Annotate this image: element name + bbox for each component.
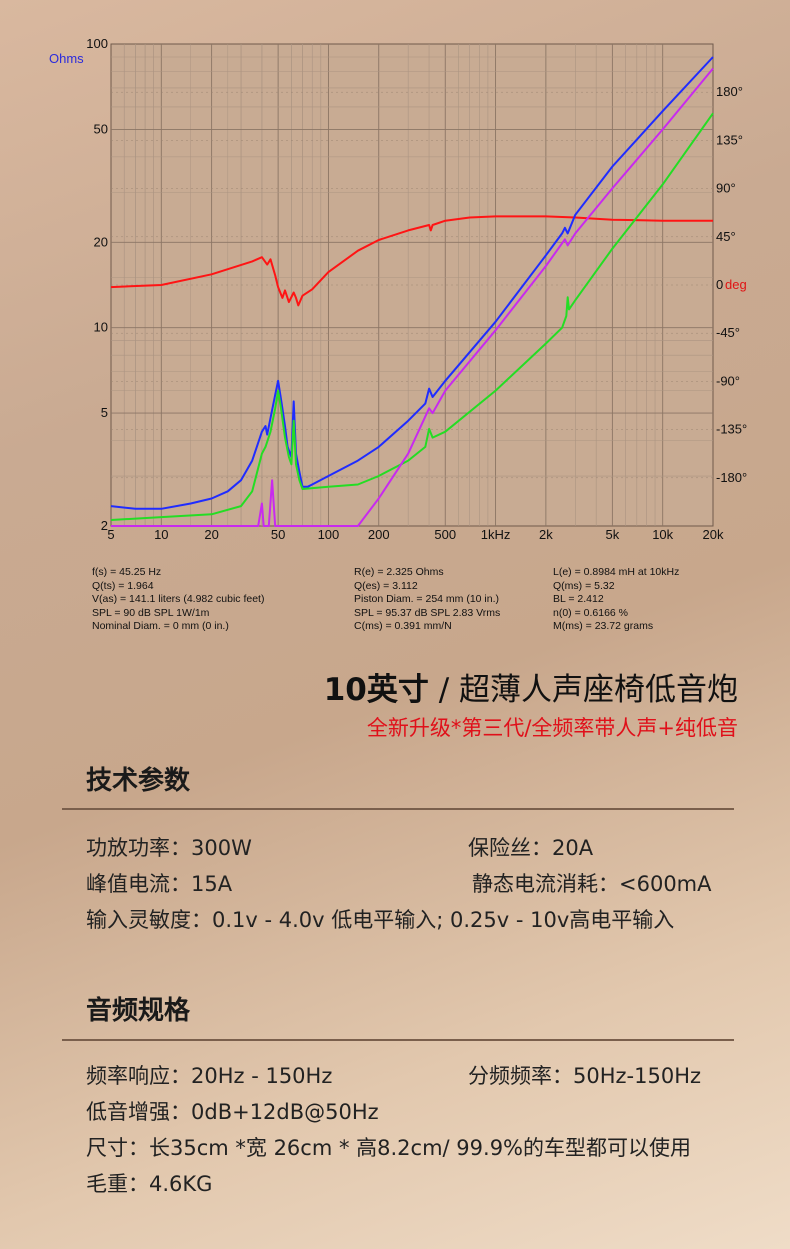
y-left-tick-label: 100	[86, 36, 108, 51]
y-right-tick-label: 135°	[716, 132, 743, 147]
y-right-unit: deg	[725, 277, 747, 292]
spec-fuse: 保险丝：20A	[468, 836, 594, 860]
spec-weight: 毛重：4.6KG	[86, 1172, 213, 1196]
y-left-tick-label: 5	[101, 405, 108, 420]
series-line-3	[110, 112, 714, 521]
spec-static-current: 静态电流消耗：<600mA	[472, 872, 712, 896]
audio-divider	[62, 1039, 734, 1041]
param-mms: M(ms) = 23.72 grams	[553, 620, 654, 632]
param-qms: Q(ms) = 5.32	[553, 579, 615, 592]
chart-svg: 5 10 20 50 100 200 500 1kHz 2k 5k 10k 20k1005020105…	[49, 36, 747, 542]
param-piston-diam: Piston Diam. = 254 mm (10 in.)	[354, 593, 500, 605]
param-cms: C(ms) = 0.391 mm/N	[354, 620, 452, 632]
product-title: 10英寸 / 超薄人声座椅低音炮	[324, 664, 738, 709]
product-title-size: 10英寸	[323, 672, 429, 708]
param-vas: V(as) = 141.1 liters (4.982 cubic feet)	[92, 593, 265, 605]
param-qts: Q(ts) = 1.964	[92, 579, 154, 592]
x-tick-label: 50	[271, 527, 285, 542]
x-tick-label: 2k	[539, 527, 553, 542]
impedance-chart: 5 10 20 50 100 200 500 1kHz 2k 5k 10k 20k 100 50 20 10 5…	[49, 36, 747, 542]
param-bl: BL = 2.412	[553, 593, 604, 605]
x-tick-label: 20	[204, 527, 218, 542]
x-tick-label: 20k	[703, 527, 724, 542]
y-right-tick-label: -45°	[716, 325, 740, 340]
x-tick-label: 500	[434, 527, 456, 542]
y-right-tick-label: -135°	[716, 422, 747, 437]
series-line-4	[111, 67, 714, 527]
params-col-2: R(e) = 2.325 Ohms Q(es) = 3.112 Piston D…	[354, 566, 500, 634]
series-line-2	[110, 56, 714, 510]
x-tick-label: 5k	[606, 527, 620, 542]
spec-amp-power: 功放功率：300W	[86, 836, 252, 860]
y-right-tick-label: 0	[716, 277, 723, 292]
spec-size: 尺寸：长35cm *宽 26cm * 高8.2cm/ 99.9%的车型都可以使用	[86, 1136, 692, 1160]
series-line-1	[110, 215, 713, 307]
params-col-1: f(s) = 45.25 Hz Q(ts) = 1.964 V(as) = 14…	[92, 566, 264, 634]
spec-bass-boost: 低音增强：0dB+12dB@50Hz	[86, 1100, 379, 1124]
audio-heading: 音频规格	[86, 996, 191, 1026]
y-right-tick-label: 45°	[716, 229, 736, 244]
y-left-unit: Ohms	[49, 51, 84, 66]
y-left-tick-label: 2	[101, 518, 108, 533]
param-nominal-diam: Nominal Diam. = 0 mm (0 in.)	[92, 620, 229, 632]
param-spl-vrms: SPL = 95.37 dB SPL 2.83 Vrms	[354, 606, 501, 619]
param-re: R(e) = 2.325 Ohms	[354, 566, 444, 578]
y-right-tick-label: -90°	[716, 373, 740, 388]
param-fs: f(s) = 45.25 Hz	[92, 566, 162, 578]
y-left-tick-label: 50	[94, 121, 108, 136]
x-tick-label: 10	[154, 527, 168, 542]
y-right-tick-label: -180°	[716, 470, 747, 485]
param-n0: n(0) = 0.6166 %	[553, 606, 629, 619]
params-col-3: L(e) = 0.8984 mH at 10kHz Q(ms) = 5.32 B…	[553, 566, 679, 634]
param-le: L(e) = 0.8984 mH at 10kHz	[553, 566, 680, 578]
spec-crossover: 分频频率：50Hz-150Hz	[468, 1064, 702, 1088]
x-tick-label: 200	[368, 527, 390, 542]
param-spl-1w: SPL = 90 dB SPL 1W/1m	[92, 606, 210, 619]
tech-heading: 技术参数	[86, 766, 191, 796]
spec-input-sensitivity: 输入灵敏度：0.1v - 4.0v 低电平输入; 0.25v - 10v高电平输…	[86, 908, 675, 932]
param-qes: Q(es) = 3.112	[354, 579, 418, 592]
product-subtitle: 全新升级*第三代/全频率带人声+纯低音	[366, 716, 738, 740]
y-left-tick-label: 10	[94, 320, 108, 335]
x-tick-label: 1kHz	[481, 527, 511, 542]
tech-divider	[62, 808, 734, 810]
y-right-tick-label: 180°	[716, 84, 743, 99]
y-left-tick-label: 20	[94, 234, 108, 249]
y-right-tick-label: 90°	[716, 181, 736, 196]
spec-peak-current: 峰值电流：15A	[86, 872, 233, 896]
x-tick-label: 5	[107, 527, 114, 542]
spec-freq-response: 频率响应：20Hz - 150Hz	[86, 1064, 333, 1088]
x-tick-label: 100	[318, 527, 340, 542]
x-tick-label: 10k	[652, 527, 673, 542]
product-title-name: / 超薄人声座椅低音炮	[428, 672, 738, 708]
